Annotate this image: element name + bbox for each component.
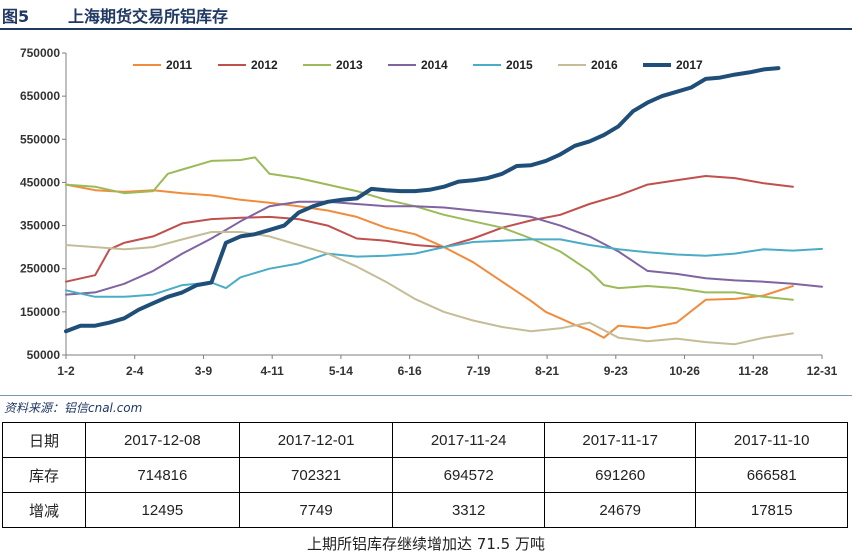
source-divider bbox=[0, 395, 852, 396]
figure-number: 图5 bbox=[2, 7, 30, 26]
figure-title: 上海期货交易所铝库存 bbox=[68, 7, 229, 26]
table-cell: 702321 bbox=[238, 457, 394, 493]
y-tick-label: 350000 bbox=[20, 219, 60, 233]
x-tick-label: 3-9 bbox=[195, 364, 213, 378]
table-header-cell: 2017-11-24 bbox=[392, 422, 545, 458]
legend-label-2013: 2013 bbox=[336, 58, 363, 72]
legend-label-2011: 2011 bbox=[166, 58, 192, 72]
y-tick-label: 50000 bbox=[27, 348, 61, 362]
series-line-2017 bbox=[64, 66, 781, 334]
chart-series bbox=[64, 66, 823, 346]
table-header-cell: 2017-11-17 bbox=[543, 422, 697, 458]
x-tick-label: 8-21 bbox=[535, 364, 559, 378]
header-divider bbox=[0, 28, 852, 30]
legend-label-2012: 2012 bbox=[251, 58, 278, 72]
summary-caption: 上期所铝库存继续增加达 71.5 万吨 bbox=[307, 535, 545, 553]
inventory-line-chart: 50000 150000 250000 350000 450000 550000 65000… bbox=[20, 46, 838, 378]
table-row: 增减 12495 7749 3312 24679 17815 bbox=[2, 492, 848, 528]
legend-label-2016: 2016 bbox=[591, 58, 618, 72]
chart-legend: 2011 2012 2013 2014 2015 2016 2017 bbox=[133, 58, 703, 72]
series-line-2015 bbox=[65, 238, 823, 298]
series-line-2011 bbox=[65, 183, 794, 339]
inventory-table: 日期 2017-12-08 2017-12-01 2017-11-24 2017… bbox=[2, 422, 848, 528]
chart-axes: 50000 150000 250000 350000 450000 550000 65000… bbox=[20, 46, 838, 378]
x-tick-label: 6-16 bbox=[398, 364, 422, 378]
y-tick-label: 250000 bbox=[20, 262, 60, 276]
y-tick-label: 750000 bbox=[20, 46, 60, 60]
y-tick-label: 650000 bbox=[20, 89, 60, 103]
x-tick-label: 1-2 bbox=[57, 364, 75, 378]
series-line-2014 bbox=[65, 200, 823, 296]
table-cell: 24679 bbox=[543, 492, 697, 528]
y-tick-label: 450000 bbox=[20, 175, 60, 189]
x-tick-label: 2-4 bbox=[126, 364, 144, 378]
figure-header: 图5 上海期货交易所铝库存 bbox=[0, 0, 852, 30]
x-tick-label: 11-28 bbox=[738, 364, 768, 378]
table-cell: 691260 bbox=[543, 457, 697, 493]
table-header-cell: 2017-12-01 bbox=[238, 422, 394, 458]
table-cell: 库存 bbox=[2, 457, 86, 493]
source-note: 资料来源：铝信cnal.com bbox=[4, 401, 143, 415]
table-row: 库存 714816 702321 694572 691260 666581 bbox=[2, 457, 848, 493]
table-header-cell: 2017-11-10 bbox=[695, 422, 848, 458]
x-tick-label: 10-26 bbox=[669, 364, 700, 378]
table-cell: 17815 bbox=[695, 492, 848, 528]
table-header-row: 日期 2017-12-08 2017-12-01 2017-11-24 2017… bbox=[2, 422, 848, 458]
x-tick-label: 12-31 bbox=[807, 364, 838, 378]
table-header-cell: 2017-12-08 bbox=[85, 422, 240, 458]
table-cell: 666581 bbox=[695, 457, 848, 493]
legend-label-2015: 2015 bbox=[506, 58, 533, 72]
x-tick-label: 5-14 bbox=[329, 364, 353, 378]
table-cell: 714816 bbox=[85, 457, 240, 493]
table-cell: 7749 bbox=[238, 492, 394, 528]
series-line-2016 bbox=[65, 231, 794, 346]
y-tick-label: 550000 bbox=[20, 132, 60, 146]
legend-label-2017: 2017 bbox=[676, 58, 703, 72]
x-tick-label: 4-11 bbox=[261, 364, 285, 378]
table-cell: 增减 bbox=[2, 492, 86, 528]
table-cell: 12495 bbox=[85, 492, 240, 528]
x-tick-label: 7-19 bbox=[466, 364, 490, 378]
y-tick-label: 150000 bbox=[20, 305, 60, 319]
table-cell: 694572 bbox=[392, 457, 545, 493]
series-line-2012 bbox=[65, 175, 794, 283]
x-tick-label: 9-23 bbox=[604, 364, 628, 378]
table-cell: 3312 bbox=[392, 492, 545, 528]
legend-label-2014: 2014 bbox=[421, 58, 448, 72]
table-header-cell: 日期 bbox=[2, 422, 86, 458]
